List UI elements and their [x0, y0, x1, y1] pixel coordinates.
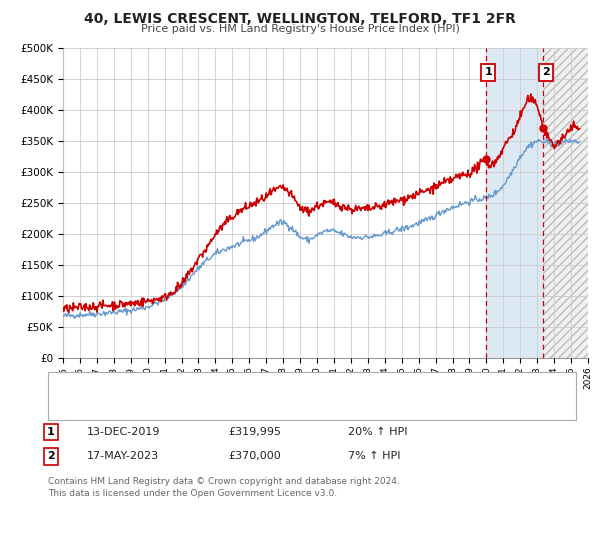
Bar	[485, 48, 544, 358]
Text: 17-MAY-2023: 17-MAY-2023	[87, 451, 159, 461]
Text: 1: 1	[47, 427, 55, 437]
Text: £370,000: £370,000	[228, 451, 281, 461]
Text: 2: 2	[47, 451, 55, 461]
Text: HPI: Average price, detached house, Telford and Wrekin: HPI: Average price, detached house, Telf…	[90, 401, 380, 411]
Text: 20% ↑ HPI: 20% ↑ HPI	[348, 427, 407, 437]
Text: 2: 2	[542, 67, 550, 77]
Text: 1: 1	[484, 67, 492, 77]
Text: ─────: ─────	[54, 378, 91, 391]
Bar	[544, 48, 588, 358]
Text: 40, LEWIS CRESCENT, WELLINGTON, TELFORD, TF1 2FR (detached house): 40, LEWIS CRESCENT, WELLINGTON, TELFORD,…	[90, 380, 474, 390]
Text: This data is licensed under the Open Government Licence v3.0.: This data is licensed under the Open Gov…	[48, 489, 337, 498]
Text: 40, LEWIS CRESCENT, WELLINGTON, TELFORD, TF1 2FR: 40, LEWIS CRESCENT, WELLINGTON, TELFORD,…	[84, 12, 516, 26]
Text: Price paid vs. HM Land Registry's House Price Index (HPI): Price paid vs. HM Land Registry's House …	[140, 24, 460, 34]
Bar	[544, 48, 588, 358]
Text: ─────: ─────	[54, 399, 91, 413]
Text: 13-DEC-2019: 13-DEC-2019	[87, 427, 161, 437]
Text: 7% ↑ HPI: 7% ↑ HPI	[348, 451, 401, 461]
Text: £319,995: £319,995	[228, 427, 281, 437]
Text: Contains HM Land Registry data © Crown copyright and database right 2024.: Contains HM Land Registry data © Crown c…	[48, 477, 400, 486]
